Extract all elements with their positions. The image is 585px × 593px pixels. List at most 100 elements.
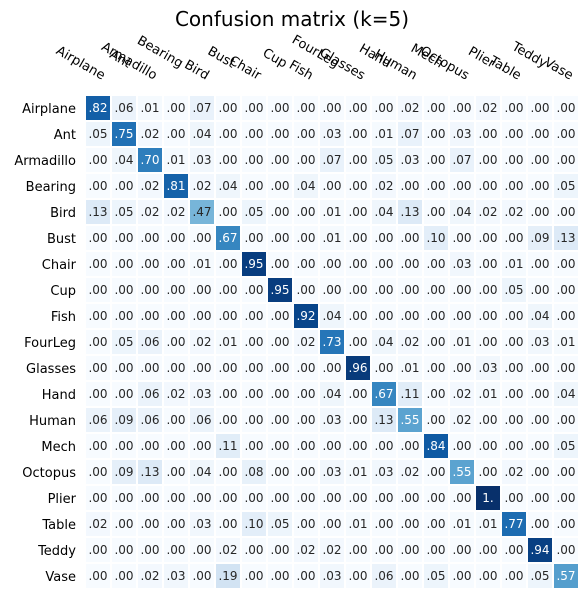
heatmap-cell: .00 [422, 146, 450, 174]
heatmap-cell: .02 [136, 172, 164, 200]
heatmap-cell: .00 [110, 484, 138, 512]
cell-rect [162, 432, 190, 460]
cell-value: .00 [270, 465, 289, 479]
cell-value: .04 [218, 179, 237, 193]
cell-value: .03 [192, 153, 211, 167]
heatmap-cell: .03 [448, 120, 476, 148]
heatmap-cell: .00 [474, 250, 502, 278]
heatmap-cell: .67 [214, 224, 242, 252]
cell-value: .03 [192, 387, 211, 401]
cell-value: .95 [270, 283, 289, 297]
heatmap-cell: .00 [110, 354, 138, 382]
heatmap-cell: .82 [84, 94, 112, 122]
cell-value: .07 [192, 101, 211, 115]
heatmap-cell: .00 [84, 536, 112, 564]
cell-value: .92 [296, 309, 315, 323]
cell-rect [448, 510, 476, 538]
cell-value: .00 [140, 361, 159, 375]
heatmap-cell: .00 [240, 484, 268, 512]
cell-rect [266, 120, 294, 148]
cell-value: .00 [270, 387, 289, 401]
cell-value: .00 [452, 309, 471, 323]
cell-rect [370, 562, 398, 590]
heatmap-cell: .00 [526, 510, 554, 538]
heatmap-cell: .00 [526, 406, 554, 434]
heatmap-cell: .00 [552, 250, 580, 278]
cell-value: .00 [244, 413, 263, 427]
heatmap-cell: .09 [526, 224, 554, 252]
cell-value: .00 [192, 543, 211, 557]
heatmap-cell: .00 [448, 432, 476, 460]
heatmap-cell: .00 [474, 328, 502, 356]
cell-value: .10 [426, 231, 445, 245]
cell-value: .00 [348, 179, 367, 193]
heatmap-cell: .06 [136, 406, 164, 434]
cell-value: .01 [556, 335, 575, 349]
column-label: Bird [182, 58, 212, 84]
cell-value: .00 [88, 465, 107, 479]
cell-value: .00 [270, 439, 289, 453]
heatmap-cell: .00 [266, 380, 294, 408]
cell-value: .03 [322, 569, 341, 583]
cell-rect [552, 172, 580, 200]
heatmap-cell: .00 [552, 510, 580, 538]
heatmap-cell: .00 [500, 536, 528, 564]
cell-value: .00 [504, 179, 523, 193]
cell-value: .00 [426, 361, 445, 375]
cell-rect [422, 406, 450, 434]
cell-value: .00 [296, 517, 315, 531]
heatmap-cell: .09 [110, 406, 138, 434]
cell-value: .07 [322, 153, 341, 167]
cell-value: .00 [504, 491, 523, 505]
heatmap-cell: .00 [162, 432, 190, 460]
heatmap-cell: .00 [500, 406, 528, 434]
heatmap-cell: .00 [526, 94, 554, 122]
cell-value: .00 [426, 283, 445, 297]
cell-rect [422, 484, 450, 512]
heatmap-cell: .00 [448, 276, 476, 304]
heatmap-cell: .05 [110, 198, 138, 226]
cell-value: .81 [166, 179, 185, 193]
heatmap-cell: .06 [136, 380, 164, 408]
row-label: Bird [50, 206, 76, 221]
heatmap-cell: .00 [266, 302, 294, 330]
heatmap-cell: .11 [214, 432, 242, 460]
cell-rect [344, 328, 372, 356]
cell-value: .00 [270, 543, 289, 557]
heatmap-cell: .00 [266, 250, 294, 278]
cell-value: .09 [114, 413, 133, 427]
cell-value: .00 [192, 569, 211, 583]
heatmap-cell: .00 [396, 484, 424, 512]
heatmap-cell: .02 [396, 94, 424, 122]
cell-value: .07 [452, 153, 471, 167]
cell-value: .10 [244, 517, 263, 531]
cell-value: .00 [296, 153, 315, 167]
cell-value: .82 [88, 101, 107, 115]
cell-value: .01 [504, 257, 523, 271]
cell-rect [500, 146, 528, 174]
cell-value: .13 [400, 205, 419, 219]
heatmap-cell: .00 [214, 484, 242, 512]
cell-value: .00 [556, 153, 575, 167]
heatmap-cell: .00 [318, 172, 346, 200]
cell-value: .00 [218, 283, 237, 297]
heatmap-cell: .00 [552, 94, 580, 122]
cell-value: .02 [140, 205, 159, 219]
cell-rect [214, 484, 242, 512]
cell-value: .00 [426, 335, 445, 349]
heatmap-cell: .13 [136, 458, 164, 486]
cell-value: .00 [322, 361, 341, 375]
cell-value: .00 [270, 335, 289, 349]
cell-rect [240, 432, 268, 460]
heatmap-cell: .00 [422, 510, 450, 538]
cell-rect [266, 328, 294, 356]
cell-value: .00 [478, 569, 497, 583]
cell-value: .05 [556, 439, 575, 453]
heatmap-cell: .00 [240, 562, 268, 590]
cell-value: .00 [270, 569, 289, 583]
heatmap-cell: .00 [292, 94, 320, 122]
heatmap-cell: .00 [136, 432, 164, 460]
cell-value: .00 [140, 517, 159, 531]
heatmap-cell: .00 [396, 510, 424, 538]
heatmap-cell: .00 [344, 536, 372, 564]
